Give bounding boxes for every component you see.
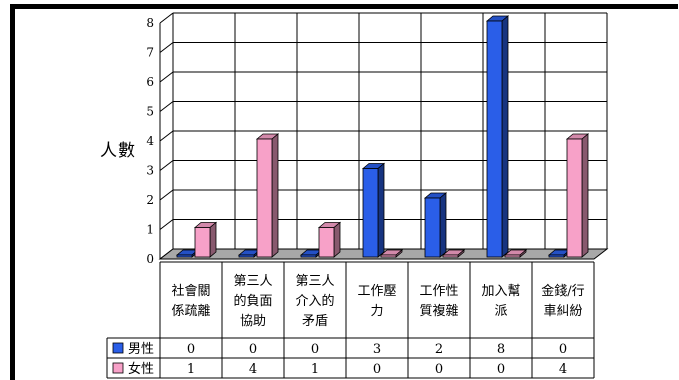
y-tick-label: 2 [146,193,154,207]
x-tick-label: 加入幫 [481,283,520,299]
bar-side-1-1 [271,133,279,258]
gridline-side [159,101,174,112]
x-tick-label: 社會關 [171,283,210,299]
bar-side-0-4 [439,192,447,258]
data-label-1-0: 1 [187,362,195,377]
bar-0-6 [548,254,565,258]
x-tick-label: 力 [370,304,383,319]
data-label-0-3: 3 [373,342,381,357]
y-tick-label: 1 [146,223,154,237]
gridline-side [159,189,174,201]
bar-1-6 [566,138,583,258]
bar-1-0 [194,227,211,258]
gridline-side [159,71,174,83]
data-label-0-4: 2 [435,342,443,357]
data-label-0-2: 0 [311,342,319,357]
gridline-side [159,160,174,171]
bar-1-3 [380,254,397,258]
y-tick-label: 7 [146,46,154,60]
gridline-side [159,219,174,230]
bar-0-5 [486,20,503,258]
gridline-side [159,12,174,24]
bar-0-0 [176,254,193,258]
x-tick-label: 第三人 [233,274,272,289]
bar-1-4 [442,254,459,258]
y-tick-label: 6 [146,75,154,89]
bar-1-2 [318,227,335,258]
y-tick-label: 8 [146,16,154,30]
frame-left-border [10,4,15,380]
data-label-1-5: 0 [497,362,505,377]
bar-0-3 [362,168,379,258]
legend-key-1 [112,362,124,374]
data-label-1-4: 0 [435,362,443,377]
data-label-0-6: 0 [559,342,567,357]
data-label-1-1: 4 [249,362,257,377]
x-tick-label: 車糾紛 [543,304,582,319]
bar-1-1 [256,138,273,258]
bar-0-1 [238,254,255,258]
y-tick-label: 4 [146,134,154,148]
x-tick-label: 派 [494,304,507,319]
x-tick-label: 介入的 [295,293,334,309]
legend-label-1: 女性 [128,361,154,377]
bar-side-1-2 [333,221,341,258]
legend-key-0 [112,342,124,354]
bar-1-5 [504,254,521,258]
x-tick-label: 質複雜 [419,303,458,319]
y-tick-label: 0 [146,252,154,266]
data-label-0-1: 0 [249,342,257,357]
data-label-1-3: 0 [373,362,381,377]
data-label-0-5: 8 [497,342,505,357]
x-tick-label: 工作壓 [357,284,396,299]
data-label-1-2: 1 [311,362,319,377]
data-label-0-0: 0 [187,342,195,357]
x-tick-label: 的負面 [233,293,272,309]
bar-side-0-5 [501,15,509,258]
x-tick-label: 協助 [240,314,266,329]
bar-side-1-0 [209,221,217,258]
legend-label-0: 男性 [128,342,154,357]
data-label-1-6: 4 [559,362,567,377]
x-tick-label: 工作性 [419,284,458,299]
bar-0-4 [424,197,441,258]
x-tick-label: 矛盾 [302,314,328,329]
x-tick-label: 金錢/行 [541,283,584,299]
bar-side-1-6 [581,133,589,258]
y-tick-label: 3 [146,164,154,178]
bar-0-2 [300,254,317,258]
x-tick-label: 第三人 [295,274,334,289]
x-tick-label: 係疏離 [171,304,210,319]
bar-side-0-3 [377,162,385,258]
gridline-side [159,42,174,53]
gridline-side [159,130,174,142]
frame-top-border [10,4,678,9]
y-tick-label: 5 [146,105,154,119]
y-axis-label: 人數 [100,141,136,161]
